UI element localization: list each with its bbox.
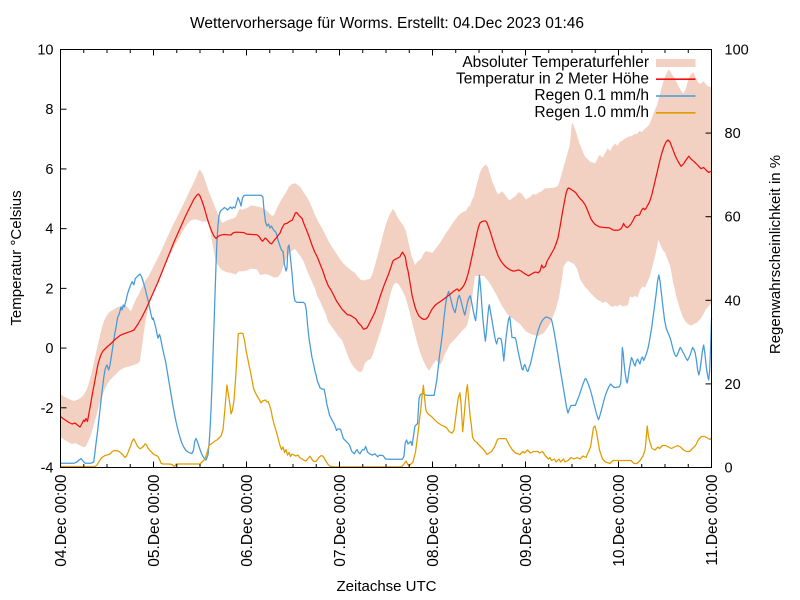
svg-text:Regenwahrscheinlichkeit in %: Regenwahrscheinlichkeit in %	[767, 155, 784, 354]
svg-text:60: 60	[725, 210, 741, 226]
svg-text:20: 20	[725, 377, 741, 393]
svg-text:08.Dec 00:00: 08.Dec 00:00	[425, 474, 442, 567]
svg-text:0: 0	[725, 461, 733, 477]
svg-text:09.Dec 00:00: 09.Dec 00:00	[518, 474, 535, 567]
svg-text:05.Dec 00:00: 05.Dec 00:00	[146, 474, 163, 567]
svg-text:10.Dec 00:00: 10.Dec 00:00	[611, 474, 628, 567]
svg-text:Absoluter Temperaturfehler: Absoluter Temperaturfehler	[462, 54, 649, 71]
svg-text:10: 10	[37, 43, 53, 59]
svg-text:Regen 0.1 mm/h: Regen 0.1 mm/h	[534, 87, 649, 104]
svg-text:Temperatur °Celsius: Temperatur °Celsius	[8, 190, 25, 325]
svg-text:07.Dec 00:00: 07.Dec 00:00	[332, 474, 349, 567]
svg-text:11.Dec 00:00: 11.Dec 00:00	[704, 474, 721, 565]
svg-text:6: 6	[45, 162, 53, 178]
svg-text:Wettervorhersage für Worms. Er: Wettervorhersage für Worms. Erstellt: 04…	[190, 15, 584, 32]
svg-text:2: 2	[45, 281, 53, 297]
svg-text:Temperatur in 2 Meter Höhe: Temperatur in 2 Meter Höhe	[456, 71, 649, 88]
svg-text:06.Dec 00:00: 06.Dec 00:00	[239, 474, 256, 567]
svg-text:100: 100	[725, 43, 749, 59]
svg-text:Regen 1.0 mm/h: Regen 1.0 mm/h	[534, 104, 649, 121]
svg-text:Zeitachse UTC: Zeitachse UTC	[336, 578, 436, 595]
svg-text:04.Dec 00:00: 04.Dec 00:00	[53, 474, 70, 567]
svg-text:40: 40	[725, 293, 741, 309]
svg-text:8: 8	[45, 102, 53, 118]
svg-text:4: 4	[45, 222, 53, 238]
svg-text:-4: -4	[41, 461, 54, 477]
svg-text:0: 0	[45, 341, 53, 357]
svg-text:-2: -2	[41, 401, 54, 417]
svg-text:80: 80	[725, 126, 741, 142]
